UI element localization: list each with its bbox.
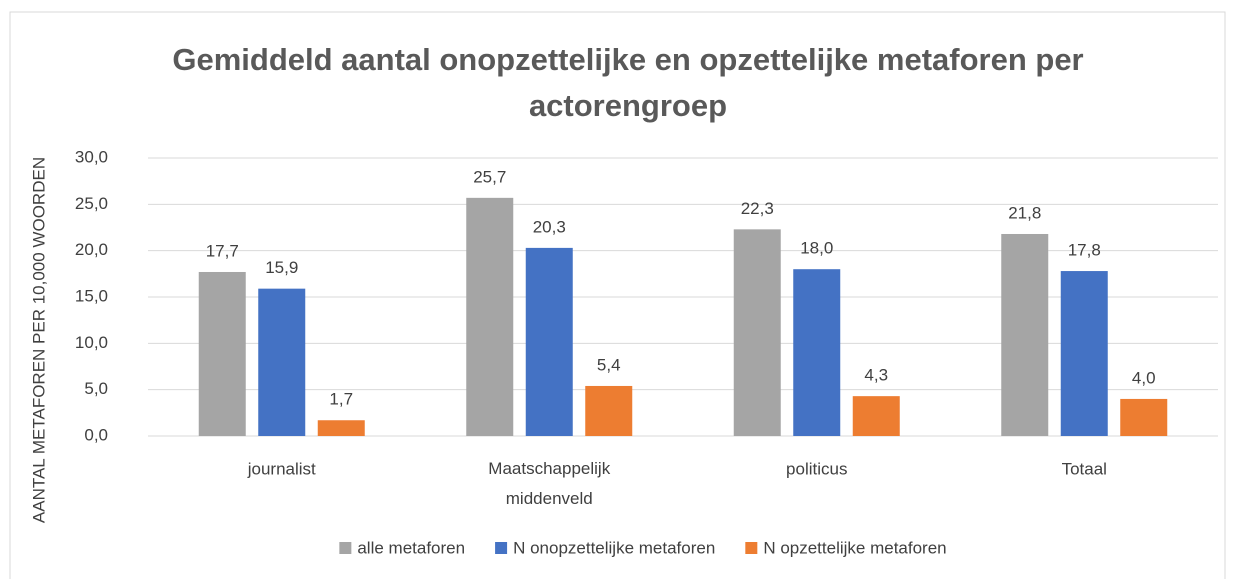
bar — [258, 288, 306, 436]
y-tick-label: 5,0 — [84, 379, 108, 398]
bar — [585, 385, 633, 436]
value-label: 17,7 — [206, 241, 239, 260]
bar — [317, 420, 365, 436]
bar — [525, 247, 573, 436]
bar — [852, 396, 900, 436]
x-tick-label: Maatschappelijk middenveld — [488, 459, 610, 508]
y-tick-label: 20,0 — [75, 240, 108, 259]
x-tick-label: journalist — [247, 459, 316, 478]
value-label: 20,3 — [533, 217, 566, 236]
y-tick-label: 0,0 — [84, 425, 108, 444]
value-label: 4,3 — [864, 366, 888, 385]
legend-swatch — [339, 542, 352, 554]
value-label: 18,0 — [800, 239, 833, 258]
bar — [466, 197, 514, 436]
legend-swatch — [745, 542, 758, 554]
bar — [1001, 233, 1049, 436]
legend-label: N opzettelijke metaforen — [763, 538, 946, 557]
value-label: 25,7 — [473, 167, 506, 186]
value-label: 21,8 — [1008, 203, 1041, 222]
legend-swatch — [495, 542, 508, 554]
legend-label: alle metaforen — [357, 538, 465, 557]
value-label: 4,0 — [1132, 368, 1156, 387]
bar — [733, 229, 781, 436]
chart-title: Gemiddeld aantal onopzettelijke en opzet… — [172, 42, 1083, 123]
bar — [793, 269, 841, 436]
legend-label: N onopzettelijke metaforen — [513, 538, 715, 557]
value-label: 17,8 — [1068, 241, 1101, 260]
value-label: 5,4 — [597, 355, 621, 374]
y-axis-title: AANTAL METAFOREN PER 10,000 WOORDEN — [29, 157, 48, 523]
y-tick-label: 15,0 — [75, 286, 108, 305]
y-tick-label: 30,0 — [75, 147, 108, 166]
y-tick-label: 25,0 — [75, 194, 108, 213]
x-tick-label: Totaal — [1062, 459, 1107, 478]
value-label: 15,9 — [265, 258, 298, 277]
bar — [198, 271, 246, 436]
y-tick-label: 10,0 — [75, 333, 108, 352]
x-tick-label: politicus — [786, 459, 847, 478]
bar — [1120, 398, 1168, 436]
value-label: 1,7 — [329, 390, 353, 409]
value-label: 22,3 — [741, 199, 774, 218]
bar — [1060, 271, 1108, 436]
